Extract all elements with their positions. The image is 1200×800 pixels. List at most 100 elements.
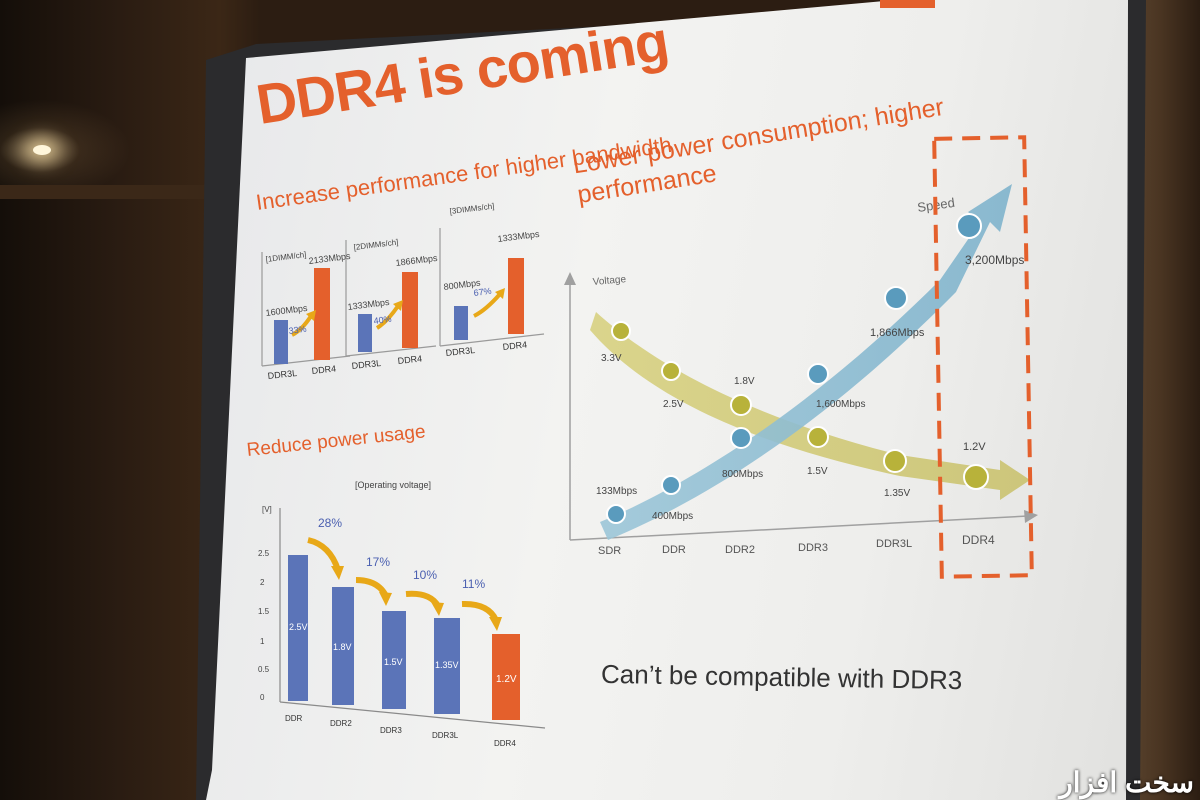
power-bar-ddr3l [434, 618, 460, 714]
voltage-point-ddr4 [963, 464, 989, 490]
new-speed-label: 1333Mbps [497, 229, 540, 244]
compatibility-note: Can’t be compatible with DDR3 [600, 658, 963, 696]
power-bar-value: 1.35V [435, 660, 459, 670]
reduction-arrowhead-icon [489, 617, 502, 631]
reduction-percent: 28% [318, 516, 342, 530]
old-speed-label: 1333Mbps [347, 297, 390, 312]
speed-point-ddr3 [807, 363, 829, 385]
ceiling-beam [0, 185, 230, 199]
power-bar-value: 1.5V [384, 657, 403, 667]
speed-point-sdr [606, 504, 626, 524]
gain-percent: 40% [373, 314, 392, 326]
voltage-point-ddr3 [807, 426, 829, 448]
new-speed-label: 1866Mbps [395, 253, 438, 268]
bandwidth-panel-3: [3DIMMs/ch] 800Mbps 1333Mbps 67% DDR3L D… [439, 202, 545, 358]
gain-arrow-icon [291, 314, 313, 337]
power-bar-value: 1.2V [496, 674, 517, 685]
power-category: DDR3L [432, 731, 459, 740]
power-ytick: 1 [260, 637, 265, 646]
power-ytick: 0 [260, 693, 265, 702]
gain-arrowhead-icon [393, 300, 403, 311]
bandwidth-bar-new [508, 258, 524, 334]
new-gen-label: DDR4 [397, 353, 422, 366]
power-bar-ddr4 [492, 634, 520, 720]
panel-header: [2DIMMs/ch] [353, 238, 399, 252]
power-bar-value: 2.5V [289, 622, 308, 632]
watermark-logo: سخت افزار [1059, 767, 1194, 798]
power-category: DDR [285, 714, 303, 723]
power-ytick: 1.5 [258, 607, 270, 616]
panel-header: [3DIMMs/ch] [449, 202, 495, 216]
power-x-axis [279, 701, 546, 729]
gain-arrow-icon [473, 292, 502, 318]
speed-point-ddr3l [884, 286, 908, 310]
generation-label: DDR2 [725, 544, 755, 556]
speed-label: 400Mbps [652, 511, 693, 522]
tradeoff-x-axis [569, 515, 1029, 541]
voltage-point-ddr2 [730, 394, 752, 416]
reduction-arrowhead-icon [331, 566, 344, 580]
voltage-point-ddr3l [883, 449, 907, 473]
gain-arrow-icon [375, 304, 400, 330]
tradeoff-chart: Voltage 3.3V 2.5V [564, 135, 1038, 579]
voltage-label: 1.2V [963, 441, 986, 453]
gain-arrowhead-icon [306, 310, 316, 321]
new-gen-label: DDR4 [311, 363, 336, 376]
bandwidth-panel-1: [1DIMM/ch] 1600Mbps 2133Mbps 33% DDR3L D… [261, 250, 351, 381]
power-chart-subtitle: [Operating voltage] [355, 480, 431, 490]
voltage-point-ddr [661, 361, 681, 381]
power-ytick: 0.5 [258, 665, 270, 674]
speed-trend-arrow [600, 184, 1012, 540]
voltage-axis-label: Voltage [592, 274, 627, 288]
generation-label: DDR [662, 544, 686, 556]
reduction-arrow-icon [307, 537, 341, 572]
bandwidth-bar-old [358, 314, 372, 352]
reduction-arrowhead-icon [431, 602, 444, 616]
ddr4-highlight-box [932, 135, 1034, 579]
reduction-arrowhead-icon [379, 592, 392, 606]
ceiling-lamp [33, 145, 51, 155]
old-gen-label: DDR3L [445, 345, 475, 358]
speed-label: 800Mbps [722, 469, 763, 480]
power-category: DDR3 [380, 726, 402, 735]
voltage-label: 3.3V [601, 353, 622, 364]
speed-label: 1,866Mbps [870, 327, 925, 339]
voltage-label: 1.5V [807, 466, 828, 477]
old-speed-label: 800Mbps [443, 277, 481, 291]
bandwidth-bar-new [314, 268, 330, 360]
speed-label: 1,600Mbps [816, 399, 865, 410]
voltage-point-sdr [611, 321, 631, 341]
voltage-label: 1.8V [734, 376, 755, 387]
power-bar-ddr3 [382, 611, 406, 709]
speed-points [606, 213, 982, 524]
gain-percent: 67% [473, 286, 492, 298]
projector-screen [206, 0, 1128, 800]
speed-point-ddr2 [730, 427, 752, 449]
new-speed-label: 2133Mbps [308, 251, 351, 266]
reduction-percent: 17% [366, 555, 390, 569]
generation-label: DDR4 [962, 533, 995, 547]
generation-label: SDR [598, 545, 621, 557]
gain-percent: 33% [288, 324, 307, 336]
panel-header: [1DIMM/ch] [265, 250, 307, 264]
power-ytick: 2 [260, 578, 265, 587]
bandwidth-bar-old [454, 306, 468, 340]
gain-arrowhead-icon [495, 288, 505, 299]
reduction-percent: 10% [413, 568, 437, 582]
y-axis-arrowhead-icon [564, 272, 576, 285]
old-gen-label: DDR3L [267, 368, 297, 381]
old-gen-label: DDR3L [351, 358, 381, 371]
bandwidth-panel-2: [2DIMMs/ch] 1333Mbps 1866Mbps 40% DDR3L … [345, 238, 438, 371]
power-bar-value: 1.8V [333, 642, 352, 652]
voltage-points [611, 321, 989, 490]
power-bar-ddr [288, 555, 308, 701]
generation-label: DDR3L [876, 538, 912, 550]
reduction-percent: 11% [462, 577, 485, 591]
slide-corner-tab [880, 0, 935, 8]
speed-point-ddr [661, 475, 681, 495]
speed-point-ddr4 [956, 213, 982, 239]
speed-label: 133Mbps [596, 486, 637, 497]
speed-label: 3,200Mbps [965, 253, 1024, 267]
power-ytick: 2.5 [258, 549, 270, 558]
